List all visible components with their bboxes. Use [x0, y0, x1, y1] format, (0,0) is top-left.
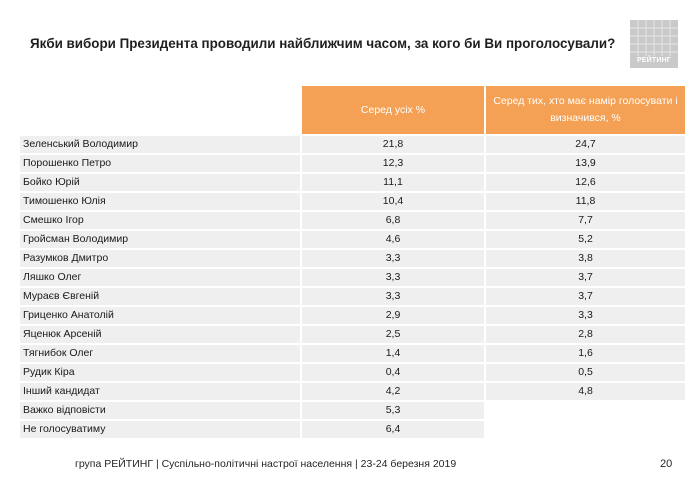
value-all: 6,4	[302, 421, 484, 438]
value-decided: 3,7	[486, 269, 685, 286]
value-all: 2,5	[302, 326, 484, 343]
table-row: Бойко Юрій 11,1 12,6	[0, 174, 700, 193]
column-header-all: Серед усіх %	[302, 86, 484, 134]
table-row: Зеленський Володимир 21,8 24,7	[0, 136, 700, 155]
value-all: 5,3	[302, 402, 484, 419]
page-title: Якби вибори Президента проводили найближ…	[30, 36, 616, 51]
value-decided: 2,8	[486, 326, 685, 343]
value-decided: 13,9	[486, 155, 685, 172]
table-row: Тимошенко Юлія 10,4 11,8	[0, 193, 700, 212]
candidate-name: Гройсман Володимир	[20, 231, 300, 248]
value-all: 12,3	[302, 155, 484, 172]
results-table: Зеленський Володимир 21,8 24,7 Порошенко Пе…	[0, 136, 700, 440]
candidate-name: Смешко Ігор	[20, 212, 300, 229]
candidate-name: Тягнибок Олег	[20, 345, 300, 362]
candidate-name: Зеленський Володимир	[20, 136, 300, 153]
value-decided: 12,6	[486, 174, 685, 191]
value-decided: 7,7	[486, 212, 685, 229]
value-all: 10,4	[302, 193, 484, 210]
table-row: Рудик Кіра 0,4 0,5	[0, 364, 700, 383]
value-decided: 3,7	[486, 288, 685, 305]
value-decided	[486, 421, 685, 438]
footer-text: група РЕЙТИНГ | Суспільно-політичні наст…	[75, 458, 457, 470]
table-row: Порошенко Петро 12,3 13,9	[0, 155, 700, 174]
value-all: 2,9	[302, 307, 484, 324]
table-row: Яценюк Арсеній 2,5 2,8	[0, 326, 700, 345]
candidate-name: Гриценко Анатолій	[20, 307, 300, 324]
logo-text: РЕЙТИНГ	[636, 57, 672, 64]
value-all: 4,6	[302, 231, 484, 248]
value-all: 0,4	[302, 364, 484, 381]
candidate-name: Ляшко Олег	[20, 269, 300, 286]
candidate-name: Важко відповісти	[20, 402, 300, 419]
table-row: Ляшко Олег 3,3 3,7	[0, 269, 700, 288]
table-row: Не голосуватиму 6,4	[0, 421, 700, 440]
table-row: Тягнибок Олег 1,4 1,6	[0, 345, 700, 364]
column-header-decided: Серед тих, хто має намір голосувати і ви…	[486, 86, 685, 134]
rating-logo: РЕЙТИНГ	[630, 20, 678, 68]
candidate-name: Бойко Юрій	[20, 174, 300, 191]
value-decided	[486, 402, 685, 419]
candidate-name: Разумков Дмитро	[20, 250, 300, 267]
value-decided: 24,7	[486, 136, 685, 153]
value-all: 1,4	[302, 345, 484, 362]
table-row: Важко відповісти 5,3	[0, 402, 700, 421]
value-all: 6,8	[302, 212, 484, 229]
value-decided: 3,8	[486, 250, 685, 267]
value-all: 3,3	[302, 250, 484, 267]
candidate-name: Рудик Кіра	[20, 364, 300, 381]
value-all: 3,3	[302, 288, 484, 305]
value-decided: 11,8	[486, 193, 685, 210]
table-row: Гройсман Володимир 4,6 5,2	[0, 231, 700, 250]
value-decided: 3,3	[486, 307, 685, 324]
value-decided: 0,5	[486, 364, 685, 381]
candidate-name: Інший кандидат	[20, 383, 300, 400]
table-row: Інший кандидат 4,2 4,8	[0, 383, 700, 402]
candidate-name: Яценюк Арсеній	[20, 326, 300, 343]
candidate-name: Не голосуватиму	[20, 421, 300, 438]
candidate-name: Тимошенко Юлія	[20, 193, 300, 210]
value-all: 11,1	[302, 174, 484, 191]
value-all: 3,3	[302, 269, 484, 286]
page-number: 20	[660, 458, 673, 470]
candidate-name: Мураєв Євгеній	[20, 288, 300, 305]
value-all: 21,8	[302, 136, 484, 153]
value-decided: 4,8	[486, 383, 685, 400]
table-row: Мураєв Євгеній 3,3 3,7	[0, 288, 700, 307]
candidate-name: Порошенко Петро	[20, 155, 300, 172]
table-row: Гриценко Анатолій 2,9 3,3	[0, 307, 700, 326]
value-decided: 1,6	[486, 345, 685, 362]
logo-grid-icon	[630, 20, 678, 56]
table-row: Разумков Дмитро 3,3 3,8	[0, 250, 700, 269]
value-decided: 5,2	[486, 231, 685, 248]
table-row: Смешко Ігор 6,8 7,7	[0, 212, 700, 231]
value-all: 4,2	[302, 383, 484, 400]
